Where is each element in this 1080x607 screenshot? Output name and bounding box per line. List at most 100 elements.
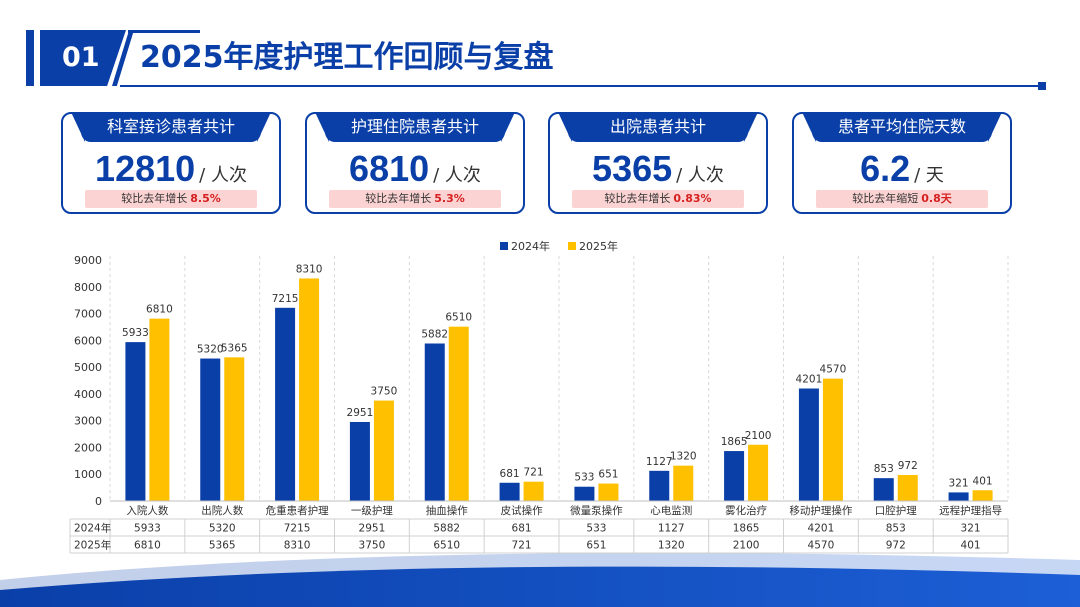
- bar-2025: [149, 318, 170, 501]
- y-tick-label: 9000: [74, 254, 102, 267]
- data-label: 401: [973, 475, 993, 487]
- bar-2025: [673, 465, 694, 501]
- x-category-label: 抽血操作: [426, 504, 468, 517]
- bar-2024: [200, 358, 221, 501]
- table-cell: 5882: [433, 523, 460, 535]
- x-category-label: 一级护理: [351, 504, 393, 517]
- table-cell: 6510: [433, 540, 460, 552]
- data-label: 5320: [197, 344, 224, 356]
- kpi-value: 6810: [349, 148, 430, 189]
- kpi-delta: 0.8天: [921, 192, 952, 205]
- kpi-compare: 较比去年缩短 0.8天: [816, 190, 988, 208]
- data-label: 651: [598, 469, 618, 481]
- bar-2025: [748, 444, 769, 501]
- table-cell: 7215: [284, 523, 311, 535]
- table-cell: 3750: [359, 540, 386, 552]
- x-category-label: 口腔护理: [875, 504, 917, 517]
- data-label: 721: [524, 467, 544, 479]
- bar-2024: [275, 307, 296, 501]
- kpi-card-discharged: 出院患者共计 5365/ 人次 较比去年增长 0.83%: [548, 112, 768, 214]
- kpi-value: 6.2: [860, 148, 911, 189]
- table-cell: 1320: [658, 540, 685, 552]
- table-cell: 5933: [134, 523, 161, 535]
- table-cell: 721: [512, 540, 532, 552]
- data-label: 1865: [721, 436, 748, 448]
- data-label: 5933: [122, 327, 149, 339]
- kpi-label: 科室接诊患者共计: [81, 112, 261, 142]
- x-category-label: 远程护理指导: [939, 504, 1002, 517]
- table-cell: 681: [512, 523, 532, 535]
- x-category-label: 皮试操作: [501, 504, 543, 517]
- x-category-label: 出院人数: [201, 504, 243, 517]
- header-accent-bar: [26, 30, 34, 86]
- bar-2025: [598, 483, 619, 501]
- x-category-label: 心电监测: [650, 504, 692, 517]
- table-cell: 321: [961, 523, 981, 535]
- bar-2024: [798, 388, 819, 501]
- table-cell: 4570: [808, 540, 835, 552]
- bar-2024: [873, 478, 894, 501]
- kpi-card-inpatients: 护理住院患者共计 6810/ 人次 较比去年增长 5.3%: [305, 112, 525, 214]
- page-title: 2025年度护理工作回顾与复盘: [140, 40, 554, 75]
- bar-2025: [972, 490, 993, 501]
- data-label: 5882: [421, 328, 448, 340]
- table-cell: 972: [886, 540, 906, 552]
- table-cell: 5320: [209, 523, 236, 535]
- kpi-value: 12810: [95, 148, 196, 189]
- bar-2024: [125, 342, 146, 501]
- kpi-value: 5365: [592, 148, 673, 189]
- table-cell: 6810: [134, 540, 161, 552]
- table-cell: 1127: [658, 523, 685, 535]
- bar-2025: [897, 474, 918, 501]
- data-label: 6510: [445, 312, 472, 324]
- header-top-line: [128, 30, 200, 33]
- kpi-label: 出院患者共计: [568, 112, 748, 142]
- kpi-compare: 较比去年增长 0.83%: [572, 190, 744, 208]
- bar-2024: [424, 343, 445, 501]
- bar-2025: [523, 481, 544, 501]
- x-category-label: 入院人数: [126, 504, 168, 517]
- kpi-delta: 5.3%: [434, 192, 465, 205]
- data-label: 4201: [796, 374, 823, 386]
- kpi-label: 患者平均住院天数: [812, 112, 992, 142]
- kpi-compare-text: 较比去年增长: [121, 192, 188, 205]
- legend-label: 2025年: [579, 239, 618, 253]
- y-tick-label: 5000: [74, 361, 102, 374]
- kpi-delta: 8.5%: [190, 192, 221, 205]
- kpi-compare: 较比去年增长 8.5%: [85, 190, 257, 208]
- y-tick-label: 7000: [74, 308, 102, 321]
- table-series-label: 2024年: [74, 522, 111, 535]
- y-tick-label: 3000: [74, 415, 102, 428]
- data-label: 533: [574, 472, 594, 484]
- table-series-label: 2025年: [74, 539, 111, 552]
- bar-2025: [448, 326, 469, 501]
- x-category-label: 危重患者护理: [266, 504, 329, 517]
- kpi-unit: / 人次: [433, 165, 481, 186]
- kpi-unit: / 人次: [199, 165, 247, 186]
- data-label: 321: [949, 477, 969, 489]
- legend-swatch: [568, 242, 576, 250]
- kpi-unit: / 天: [914, 165, 944, 186]
- bar-2024: [499, 482, 520, 501]
- data-label: 1127: [646, 456, 673, 468]
- legend-swatch: [500, 242, 508, 250]
- table-cell: 2100: [733, 540, 760, 552]
- y-tick-label: 0: [95, 495, 102, 508]
- bar-2024: [948, 492, 969, 501]
- data-label: 2100: [745, 430, 772, 442]
- header-line-end-dot: [1038, 82, 1046, 90]
- kpi-card-avg-stay: 患者平均住院天数 6.2/ 天 较比去年缩短 0.8天: [792, 112, 1012, 214]
- data-label: 3750: [371, 386, 398, 398]
- data-label: 7215: [272, 293, 299, 305]
- bar-2024: [349, 421, 370, 501]
- kpi-compare-text: 较比去年增长: [604, 192, 671, 205]
- header-underline: [120, 85, 1040, 87]
- table-cell: 2951: [359, 523, 386, 535]
- table-cell: 853: [886, 523, 906, 535]
- x-category-label: 移动护理操作: [789, 504, 852, 517]
- table-cell: 651: [586, 540, 606, 552]
- y-tick-label: 1000: [74, 468, 102, 481]
- data-label: 4570: [820, 364, 847, 376]
